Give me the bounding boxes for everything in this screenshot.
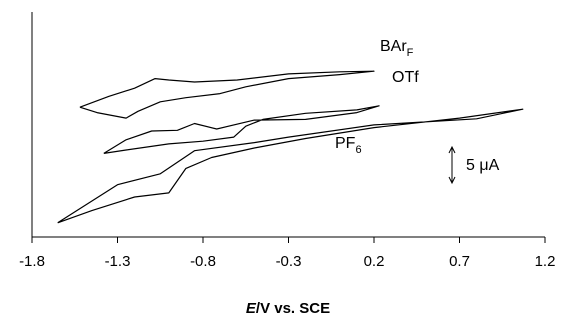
scale-bar: 5 μA <box>448 145 500 185</box>
x-tick-label: 0.7 <box>449 253 470 270</box>
series-label-pf6: PF6 <box>335 135 362 156</box>
curve-pf6 <box>57 108 524 224</box>
x-tick-label: -0.8 <box>190 253 216 270</box>
series-label-otf: OTf <box>392 69 419 86</box>
x-tick-label: -0.3 <box>276 253 302 270</box>
curve-barf <box>79 70 375 119</box>
x-ticks: -1.8 -1.3 -0.8 -0.3 0.2 0.7 1.2 <box>19 237 555 270</box>
plot-area <box>31 12 545 238</box>
scale-bar-arrow-bottom <box>448 176 456 185</box>
x-tick-label: -1.8 <box>19 253 45 270</box>
x-axis-label: E/V vs. SCE <box>246 300 330 317</box>
scale-bar-label: 5 μA <box>466 157 500 174</box>
curve-otf <box>103 105 380 154</box>
scale-bar-arrow-top <box>448 145 456 154</box>
x-tick-label: 0.2 <box>364 253 385 270</box>
x-tick-label: 1.2 <box>535 253 556 270</box>
cv-curves <box>57 70 524 224</box>
x-tick-label: -1.3 <box>105 253 131 270</box>
series-label-barf: BArF <box>380 38 414 59</box>
